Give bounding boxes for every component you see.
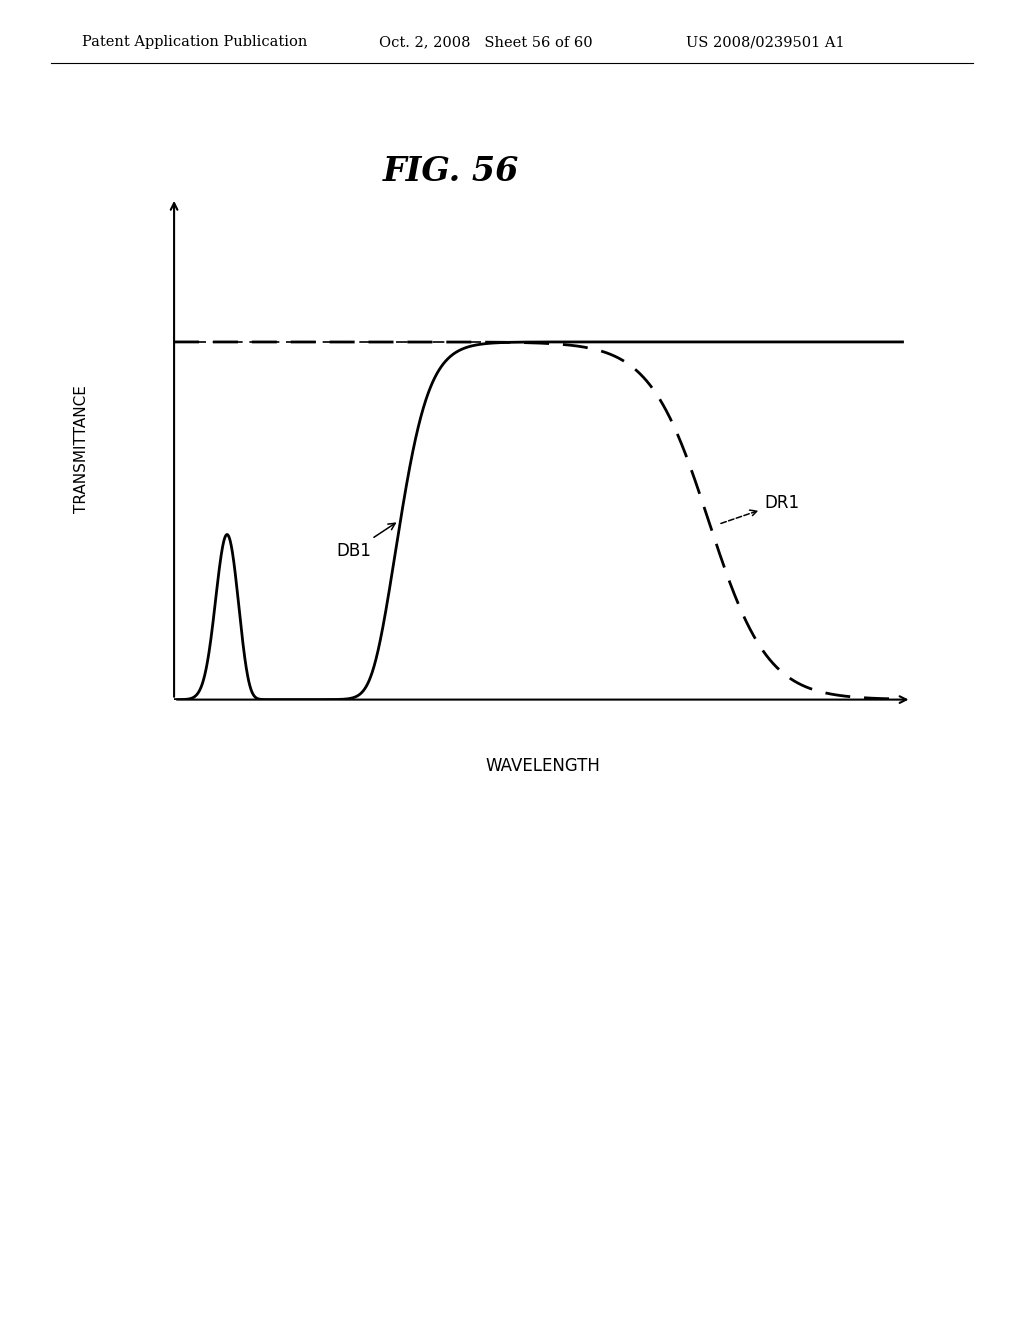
Text: TRANSMITTANCE: TRANSMITTANCE (75, 385, 89, 512)
Text: Oct. 2, 2008   Sheet 56 of 60: Oct. 2, 2008 Sheet 56 of 60 (379, 36, 593, 49)
Text: Patent Application Publication: Patent Application Publication (82, 36, 307, 49)
Text: US 2008/0239501 A1: US 2008/0239501 A1 (686, 36, 845, 49)
Text: WAVELENGTH: WAVELENGTH (485, 756, 600, 775)
Text: FIG. 56: FIG. 56 (382, 154, 519, 187)
Text: DB1: DB1 (336, 523, 395, 560)
Text: DR1: DR1 (719, 494, 799, 524)
